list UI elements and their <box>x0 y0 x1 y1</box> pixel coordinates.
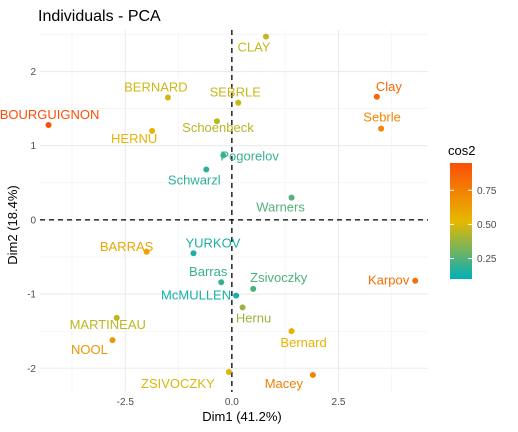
point-label: Barras <box>189 264 228 279</box>
data-point <box>412 277 419 284</box>
legend-tick-label: 0.75 <box>477 186 497 197</box>
point-label: Clay <box>376 79 403 94</box>
point-label: Warners <box>256 200 305 215</box>
data-point <box>109 337 116 344</box>
point-label: McMULLEN <box>161 288 231 303</box>
data-point <box>149 127 156 134</box>
data-point <box>113 314 120 321</box>
y-tick-label: -2 <box>27 364 36 375</box>
x-tick-label: 0.0 <box>225 397 239 408</box>
data-point <box>164 94 171 101</box>
x-tick-label: -2.5 <box>117 397 135 408</box>
point-label: MARTINEAU <box>70 317 146 332</box>
data-point <box>235 99 242 106</box>
legend-title: cos2 <box>448 143 475 158</box>
data-point <box>143 248 150 255</box>
legend: cos2 0.25 0.50 0.75 <box>448 143 497 279</box>
point-label: Pogorelov <box>220 148 279 163</box>
data-point <box>373 93 380 100</box>
chart-title: Individuals - PCA <box>38 8 161 25</box>
data-point <box>45 121 52 128</box>
legend-tick-label: 0.50 <box>477 220 497 231</box>
data-point <box>233 292 240 299</box>
data-point <box>213 118 220 125</box>
point-label: Hernu <box>236 310 271 325</box>
data-point <box>309 371 316 378</box>
point-label: HERNU <box>111 131 157 146</box>
y-axis-label: Dim2 (18.4%) <box>5 185 20 264</box>
point-label: ZSIVOCZKY <box>141 376 215 391</box>
point-label: Bernard <box>280 335 326 350</box>
y-tick-label: -1 <box>27 290 36 301</box>
point-label: Karpov <box>368 273 410 288</box>
y-tick-label: 2 <box>30 67 36 78</box>
point-label: BARRAS <box>100 239 154 254</box>
data-point <box>250 285 257 292</box>
legend-colorbar <box>450 163 472 279</box>
point-label: CLAY <box>237 40 270 55</box>
y-tick-label: 0 <box>30 215 36 226</box>
legend-tick-label: 0.25 <box>477 254 497 265</box>
point-label: BOURGUIGNON <box>0 107 99 122</box>
data-point <box>225 368 232 375</box>
data-point <box>288 328 295 335</box>
x-axis-label: Dim1 (41.2%) <box>202 409 281 424</box>
data-point <box>218 279 225 286</box>
y-tick-label: 1 <box>30 141 36 152</box>
x-tick-label: 2.5 <box>332 397 346 408</box>
point-label: YURKOV <box>185 235 240 250</box>
point-label: NOOL <box>71 342 108 357</box>
point-label: Zsivoczky <box>250 270 308 285</box>
data-point <box>262 33 269 40</box>
data-point <box>288 194 295 201</box>
point-label: Sebrle <box>363 110 401 125</box>
plot-area: -2.5 0.0 2.5 -2 -1 0 1 2 BOURGUIGNON BERNARD HERNU… <box>0 30 428 408</box>
point-label: Macey <box>265 376 304 391</box>
data-point <box>378 125 385 132</box>
data-point <box>203 166 210 173</box>
point-label: SEBRLE <box>210 85 262 100</box>
point-label: BERNARD <box>124 80 188 95</box>
data-point <box>220 152 227 159</box>
data-point <box>190 250 197 257</box>
point-label: Schoenbeck <box>182 120 254 135</box>
data-point <box>239 304 246 311</box>
point-label: Schwarzl <box>168 172 221 187</box>
